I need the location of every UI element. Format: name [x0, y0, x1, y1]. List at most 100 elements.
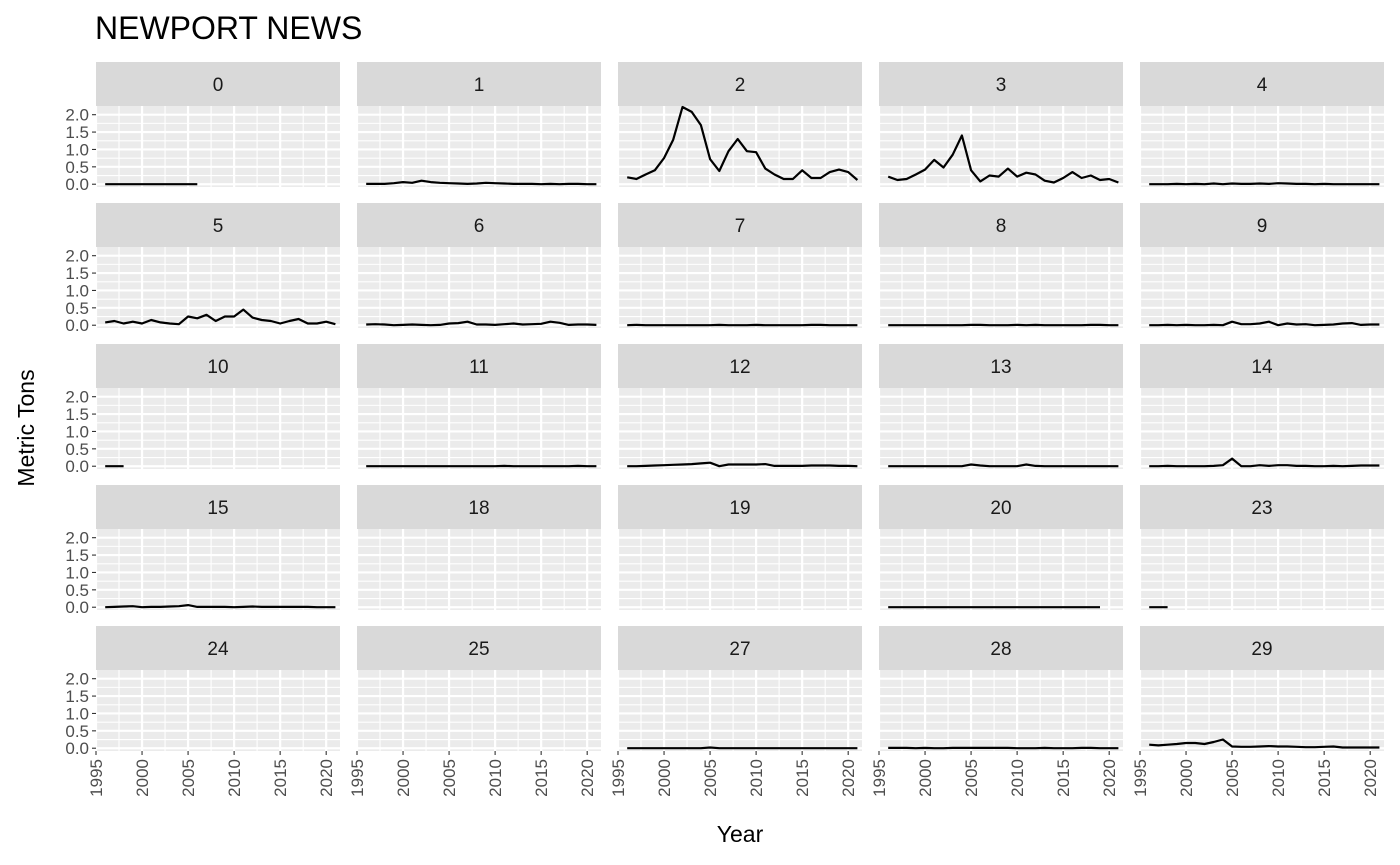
facet-strip — [618, 626, 862, 670]
facet-strip-label: 0 — [213, 75, 224, 96]
x-axis-title: Year — [717, 821, 764, 847]
x-tick-label: 2005 — [440, 759, 459, 797]
facet-strip-label: 28 — [990, 639, 1011, 660]
facet-panel-2: 2 — [616, 62, 862, 187]
facet-strip-label: 18 — [468, 498, 489, 519]
panel-background — [879, 529, 1123, 610]
y-tick-label: 1.0 — [65, 281, 89, 300]
facet-strip-label: 24 — [207, 639, 229, 660]
facet-strip — [618, 344, 862, 388]
facet-panel-1: 1 — [355, 62, 601, 187]
facet-strip — [96, 62, 340, 106]
x-tick-label: 1995 — [609, 759, 628, 797]
y-tick-label: 1.5 — [65, 546, 89, 565]
y-tick-label: 1.5 — [65, 687, 89, 706]
x-tick-label: 2015 — [793, 759, 812, 797]
x-tick-label: 2010 — [747, 759, 766, 797]
facet-panel-11: 11 — [355, 344, 601, 469]
facet-strip-label: 14 — [1251, 357, 1273, 378]
facet-panel-12: 12 — [616, 344, 862, 469]
panel-background — [96, 388, 340, 469]
panel-background — [879, 388, 1123, 469]
x-tick-label: 2005 — [1223, 759, 1242, 797]
facet-panel-0: 0 — [94, 62, 340, 187]
facet-panel-19: 19 — [616, 485, 862, 610]
x-tick-label: 2015 — [271, 759, 290, 797]
x-tick-label: 2015 — [532, 759, 551, 797]
series-line — [627, 746, 858, 750]
y-tick-label: 2.0 — [65, 247, 89, 266]
panel-background — [96, 106, 340, 187]
panel-background — [618, 106, 862, 187]
x-tick-label: 1995 — [1131, 759, 1150, 797]
panel-background — [1140, 529, 1384, 610]
facet-panel-8: 8 — [877, 203, 1123, 328]
facet-strip-label: 3 — [996, 75, 1007, 96]
panel-background — [618, 388, 862, 469]
facet-strip-label: 11 — [469, 357, 489, 378]
series-line — [105, 603, 336, 609]
facet-panel-15: 15 — [94, 485, 340, 610]
facet-strip — [357, 485, 601, 529]
series-line — [627, 461, 858, 468]
series-line — [1149, 182, 1380, 186]
facet-panel-27: 27 — [616, 626, 862, 751]
y-tick-label: 1.5 — [65, 264, 89, 283]
y-axis-title: Metric Tons — [13, 369, 39, 486]
facet-panel-10: 10 — [94, 344, 340, 469]
y-tick-label: 0.5 — [65, 581, 89, 600]
panel-background — [357, 388, 601, 469]
series-line — [1149, 320, 1380, 327]
y-tick-label: 2.0 — [65, 529, 89, 548]
panel-background — [96, 529, 340, 610]
x-tick-label: 2005 — [962, 759, 981, 797]
facet-strip — [879, 485, 1123, 529]
x-tick-label: 1995 — [348, 759, 367, 797]
facet-strip-label: 23 — [1251, 498, 1272, 519]
panel-background — [618, 670, 862, 751]
series-line — [1149, 738, 1380, 749]
y-tick-label: 1.0 — [65, 704, 89, 723]
x-tick-label: 2000 — [394, 759, 413, 797]
facet-panel-18: 18 — [355, 485, 601, 610]
facet-strip — [1140, 203, 1384, 247]
facet-strip-label: 5 — [213, 216, 224, 237]
facet-strip — [1140, 344, 1384, 388]
y-tick-label: 2.0 — [65, 388, 89, 407]
facet-strip-label: 27 — [729, 639, 750, 660]
facet-strip-label: 29 — [1251, 639, 1272, 660]
facet-strip-label: 2 — [735, 75, 746, 96]
panel-background — [1140, 106, 1384, 187]
facet-strip — [879, 344, 1123, 388]
panel-background — [357, 247, 601, 328]
x-tick-label: 2010 — [1008, 759, 1027, 797]
facet-strip — [357, 344, 601, 388]
facet-strip — [1140, 62, 1384, 106]
facet-panel-23: 23 — [1138, 485, 1384, 610]
panel-background — [618, 529, 862, 610]
facet-strip-label: 9 — [1257, 216, 1268, 237]
facet-strip — [96, 485, 340, 529]
panel-background — [357, 529, 601, 610]
panel-background — [1140, 670, 1384, 751]
facet-strip-label: 12 — [729, 357, 750, 378]
y-tick-label: 0.0 — [65, 598, 89, 617]
series-line — [105, 308, 336, 326]
x-tick-label: 1995 — [87, 759, 106, 797]
panel-background — [618, 247, 862, 328]
x-tick-label: 1995 — [870, 759, 889, 797]
facet-panel-9: 9 — [1138, 203, 1384, 328]
y-tick-label: 1.0 — [65, 422, 89, 441]
facet-panel-25: 25 — [355, 626, 601, 751]
x-tick-label: 2020 — [317, 759, 336, 797]
facet-panel-5: 5 — [94, 203, 340, 328]
facet-strip-label: 25 — [468, 639, 489, 660]
x-tick-label: 2000 — [133, 759, 152, 797]
x-tick-label: 2015 — [1315, 759, 1334, 797]
series-line — [627, 105, 859, 181]
panel-background — [1140, 247, 1384, 328]
series-line — [366, 179, 597, 186]
series-line — [366, 320, 597, 327]
